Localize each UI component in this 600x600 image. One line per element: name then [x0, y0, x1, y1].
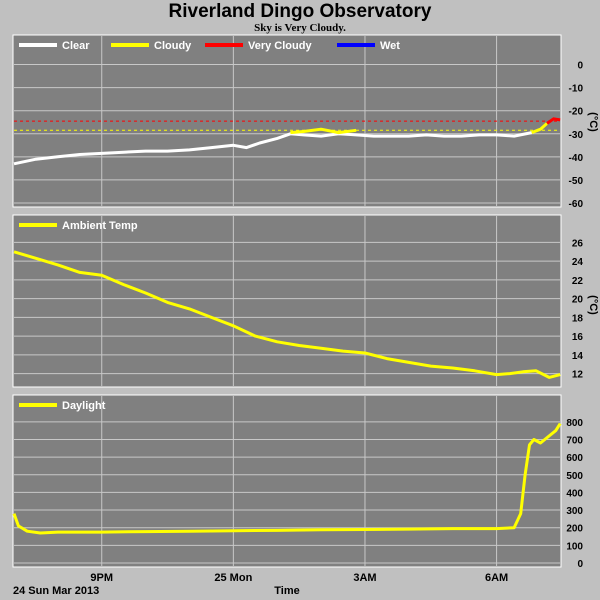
y-tick-label: -60	[569, 199, 584, 210]
daylight-series	[12, 422, 562, 535]
ambient-panel-frame	[12, 214, 562, 388]
sky-panel: 0 -10 -20 -30 -40 -50 -60 Clear Cloudy Very Clou…	[12, 34, 599, 210]
y-tick-label: 700	[566, 435, 583, 446]
legend-label: Daylight	[62, 400, 106, 412]
ambient-panel: 26 24 22 20 18 16 14 12 Ambient Temp (°C)	[12, 214, 599, 388]
daylight-panel: 800 700 600 500 400 300 200 100 0 Daylight	[12, 394, 583, 570]
sky-y-ticks: 0 -10 -20 -30 -40 -50 -60	[569, 61, 584, 210]
legend-label: Cloudy	[154, 40, 192, 52]
y-tick-label: 400	[566, 488, 583, 499]
y-tick-label: -20	[569, 107, 584, 118]
y-tick-label: 500	[566, 471, 583, 482]
ambient-y-ticks: 26 24 22 20 18 16 14 12	[572, 238, 584, 380]
y-tick-label: 200	[566, 524, 583, 535]
ambient-unit-label: (°C)	[587, 295, 599, 315]
y-tick-label: 0	[577, 559, 583, 570]
x-tick-label: 6AM	[485, 572, 508, 584]
y-tick-label: 14	[572, 351, 584, 362]
legend-label: Very Cloudy	[248, 40, 312, 52]
series-line	[13, 250, 561, 379]
y-tick-label: -10	[569, 84, 584, 95]
y-tick-label: 24	[572, 257, 584, 268]
sky-unit-label: (°C)	[587, 112, 599, 132]
page-title: Riverland Dingo Observatory	[168, 1, 432, 22]
y-tick-label: 26	[572, 238, 584, 249]
y-tick-label: 100	[566, 541, 583, 552]
ambient-grid	[14, 216, 560, 386]
legend-label: Ambient Temp	[62, 220, 138, 232]
y-tick-label: 600	[566, 453, 583, 464]
daylight-grid	[14, 396, 560, 566]
series-line	[531, 122, 548, 134]
y-tick-label: 20	[572, 295, 584, 306]
series-line	[12, 422, 562, 535]
date-label: 24 Sun Mar 2013	[13, 585, 99, 597]
y-tick-label: 12	[572, 370, 584, 381]
y-tick-label: 16	[572, 332, 584, 343]
sky-status: Sky is Very Cloudy.	[254, 22, 346, 34]
y-tick-label: 800	[566, 418, 583, 429]
y-tick-label: 22	[572, 276, 584, 287]
sky-series	[13, 117, 561, 166]
x-tick-label: 9PM	[90, 572, 113, 584]
ambient-legend: Ambient Temp	[19, 220, 138, 232]
x-axis-ticks: 9PM 25 Mon 3AM 6AM	[90, 572, 508, 584]
y-tick-label: -40	[569, 153, 584, 164]
series-line	[13, 131, 532, 166]
y-tick-label: 0	[577, 61, 583, 72]
x-tick-label: 3AM	[353, 572, 376, 584]
legend-label: Wet	[380, 40, 400, 52]
x-axis-label: Time	[274, 585, 299, 597]
y-tick-label: 18	[572, 313, 584, 324]
y-tick-label: -30	[569, 130, 584, 141]
daylight-panel-frame	[12, 394, 562, 568]
daylight-y-ticks: 800 700 600 500 400 300 200 100 0	[566, 418, 583, 570]
sky-thresholds	[14, 120, 560, 131]
daylight-legend: Daylight	[19, 400, 106, 412]
x-tick-label: 25 Mon	[214, 572, 252, 584]
legend-label: Clear	[62, 40, 90, 52]
sky-legend: Clear Cloudy Very Cloudy Wet	[19, 40, 400, 52]
y-tick-label: -50	[569, 176, 584, 187]
ambient-series	[13, 250, 561, 379]
series-line	[546, 117, 561, 125]
series-line	[290, 127, 357, 135]
y-tick-label: 300	[566, 506, 583, 517]
